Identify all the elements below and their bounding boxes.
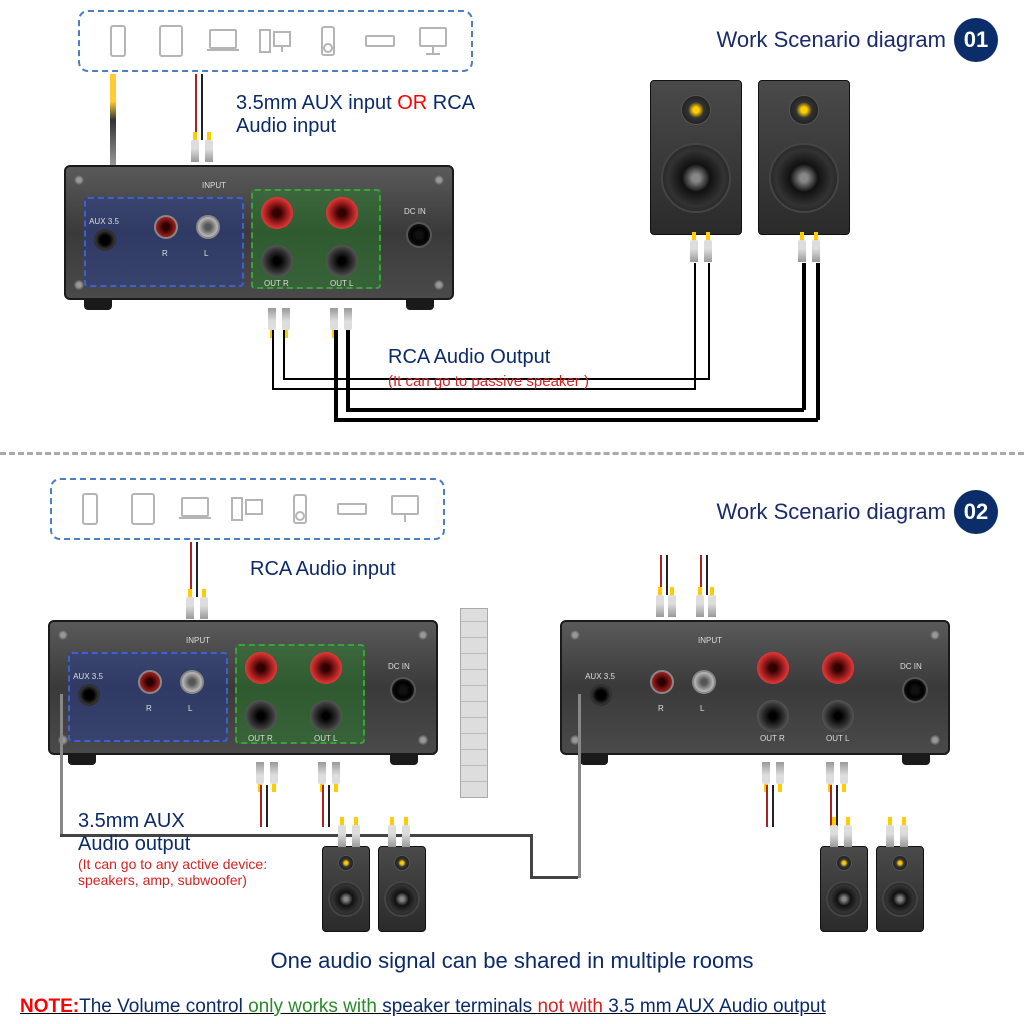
- rca-plug-s2-a: [186, 597, 194, 619]
- dc-jack-1: [406, 222, 432, 248]
- wall-icon: [460, 608, 488, 798]
- monitor-icon: [386, 490, 424, 528]
- desktop-icon: [256, 22, 294, 60]
- aux-jack-3: [590, 684, 612, 706]
- input-label-s1: 3.5mm AUX input OR RCA Audio input: [236, 92, 475, 138]
- divider: [0, 452, 1024, 455]
- monitor-icon: [414, 22, 452, 60]
- speaker-3a: [820, 846, 868, 932]
- laptop-icon: [204, 22, 242, 60]
- amplifier-3: INPUT AUX 3.5 R L OUT R OUT L DC IN: [560, 620, 950, 755]
- speaker-1b: [758, 80, 850, 235]
- rca-l-2: [180, 670, 204, 694]
- post-r1: [261, 197, 293, 229]
- mp3-icon: [281, 490, 319, 528]
- speaker-2a: [322, 846, 370, 932]
- source-devices-1: [78, 10, 473, 72]
- aux-wire-v2: [530, 834, 533, 876]
- speaker-2b: [378, 846, 426, 932]
- wire-out2-v2: [346, 330, 350, 408]
- wire-out1-v3: [694, 263, 696, 390]
- rca-plug-s2-b: [200, 597, 208, 619]
- rca-out-plug-4: [344, 308, 352, 330]
- badge-01: 01: [954, 18, 998, 62]
- rca-l-1: [196, 215, 220, 239]
- dc-jack-3: [902, 677, 928, 703]
- rca-plug-s1-a: [191, 140, 199, 162]
- laptop-icon: [176, 490, 214, 528]
- rca-sp2-b: [812, 240, 820, 262]
- aux-wire-v1: [60, 694, 63, 834]
- wire-out2-h2: [346, 408, 804, 412]
- player-icon: [361, 22, 399, 60]
- rca-out-plug-2: [282, 308, 290, 330]
- rca-r-3: [650, 670, 674, 694]
- wire-out2-v4: [816, 263, 820, 420]
- title-text-2: Work Scenario diagram: [717, 499, 946, 525]
- phone-icon: [71, 490, 109, 528]
- r-label: R: [162, 249, 168, 258]
- source-devices-2: [50, 478, 445, 540]
- wire-out1-v2: [283, 330, 285, 378]
- rca-sp1-b: [704, 240, 712, 262]
- title-text: Work Scenario diagram: [717, 27, 946, 53]
- badge-02: 02: [954, 490, 998, 534]
- rca-r-2: [138, 670, 162, 694]
- wire-out2-v1: [334, 330, 338, 418]
- wire-out1-v4: [708, 263, 710, 380]
- rca-r-1: [154, 215, 178, 239]
- desktop-icon: [228, 490, 266, 528]
- aux-wire-v3: [578, 694, 581, 878]
- rca-sp1-a: [690, 240, 698, 262]
- speaker-3b: [876, 846, 924, 932]
- wire-out1-v1: [272, 330, 274, 388]
- rca-sp2-a: [798, 240, 806, 262]
- scenario1-title: Work Scenario diagram 01: [717, 18, 998, 62]
- amplifier-2: INPUT AUX 3.5 R L OUT R OUT L DC IN: [48, 620, 438, 755]
- player-icon: [333, 490, 371, 528]
- speaker-1a: [650, 80, 742, 235]
- rca-out-plug-3: [330, 308, 338, 330]
- rca-out-plug-1: [268, 308, 276, 330]
- output-label-s1: RCA Audio Output (It can go to passive s…: [388, 346, 589, 392]
- post-b1: [261, 245, 293, 277]
- wire-out2-h1: [334, 418, 818, 422]
- post-r2: [326, 197, 358, 229]
- amplifier-1: INPUT AUX 3.5 R L OUT R OUT L DC IN: [64, 165, 454, 300]
- bottom-caption: One audio signal can be shared in multip…: [0, 948, 1024, 974]
- phone-icon: [99, 22, 137, 60]
- post-b2: [326, 245, 358, 277]
- rca-l-3: [692, 670, 716, 694]
- rca-plug-s1-b: [205, 140, 213, 162]
- amp-input-label: INPUT: [194, 181, 234, 190]
- aux-output-label: 3.5mm AUX Audio output (It can go to any…: [78, 810, 308, 891]
- mp3-icon: [309, 22, 347, 60]
- input-label-s2: RCA Audio input: [250, 558, 396, 581]
- outr-label: OUT R: [264, 279, 289, 288]
- outl-label: OUT L: [330, 279, 353, 288]
- aux-label: AUX 3.5: [86, 217, 122, 226]
- l-label: L: [204, 249, 208, 258]
- wire-out2-v3: [802, 263, 806, 410]
- dc-jack-2: [390, 677, 416, 703]
- dc-label: DC IN: [404, 207, 426, 216]
- tablet-icon: [152, 22, 190, 60]
- aux-jack-1: [94, 229, 116, 251]
- note-text: NOTE:The Volume control only works with …: [20, 996, 1004, 1018]
- aux-wire-h2: [530, 876, 578, 879]
- tablet-icon: [124, 490, 162, 528]
- aux-jack-2: [78, 684, 100, 706]
- aux-plug-1: [110, 74, 116, 166]
- scenario2-title: Work Scenario diagram 02: [717, 490, 998, 534]
